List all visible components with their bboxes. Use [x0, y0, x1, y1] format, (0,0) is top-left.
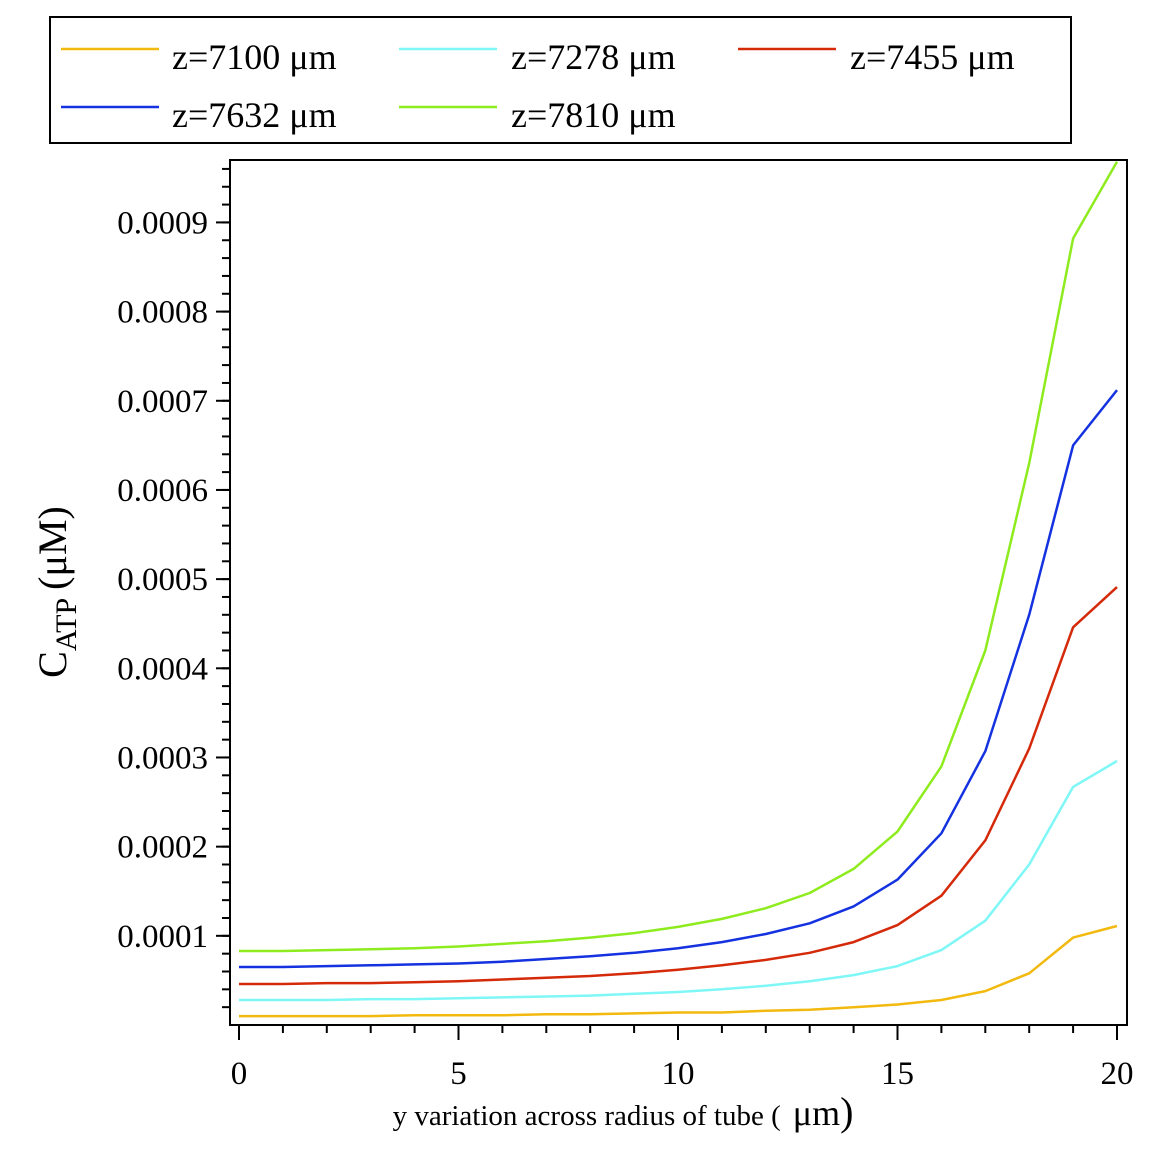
y-tick-label: 0.0001 — [117, 919, 208, 955]
x-tick-label: 10 — [662, 1056, 695, 1092]
plot-frame — [229, 159, 1128, 1026]
legend-label-1: z=7100 μm — [172, 37, 337, 77]
legend-label-5: z=7810 μm — [511, 95, 676, 135]
legend-label-4: z=7632 μm — [172, 95, 337, 135]
series-line-4 — [239, 389, 1118, 969]
series-line-5 — [239, 161, 1119, 953]
y-tick-label: 0.0006 — [117, 473, 208, 509]
series-line-1 — [239, 924, 1118, 1018]
x-tick-label: 20 — [1101, 1056, 1134, 1092]
legend-label-2: z=7278 μm — [511, 37, 676, 77]
x-tick-label: 5 — [450, 1056, 467, 1092]
legend: z=7100 μm z=7278 μm z=7455 μm z=7632 μm z=78… — [49, 16, 1072, 144]
x-axis-label: y variation across radius of tube (μm) — [393, 1089, 854, 1134]
legend-label-3: z=7455 μm — [850, 37, 1015, 77]
x-tick-label: 15 — [881, 1056, 914, 1092]
y-tick-label: 0.0003 — [117, 740, 208, 776]
y-tick-label: 0.0005 — [117, 562, 208, 598]
y-tick-label: 0.0002 — [117, 830, 208, 866]
legend-box — [49, 16, 1072, 144]
series-lines — [239, 161, 1119, 1018]
y-tick-label: 0.0009 — [117, 205, 208, 241]
minor-ticks — [222, 167, 1075, 1033]
major-ticks: 0.0001 0.0002 0.0003 0.0004 0.0005 0.0006 0.00… — [117, 205, 1133, 1092]
y-tick-label: 0.0008 — [117, 295, 208, 331]
y-tick-label: 0.0007 — [117, 384, 208, 420]
y-tick-label: 0.0004 — [117, 651, 208, 687]
series-line-2 — [239, 759, 1118, 1002]
y-axis-label: CATP(μM) — [30, 506, 83, 678]
series-line-3 — [239, 586, 1118, 986]
x-tick-label: 0 — [231, 1056, 248, 1092]
